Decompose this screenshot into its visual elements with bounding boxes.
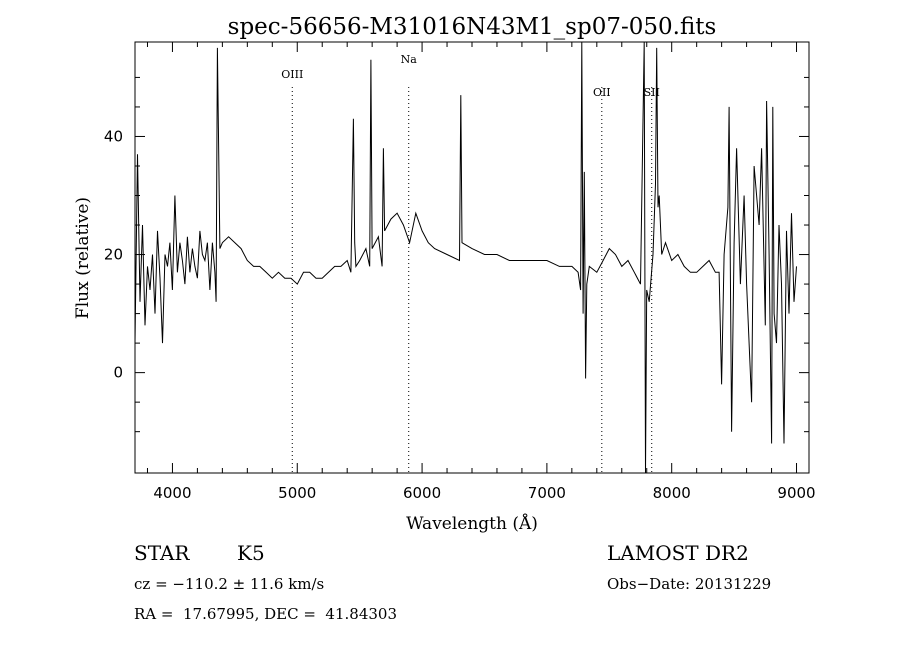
x-tick-label-9000: 9000 [777, 484, 815, 502]
x-axis-label: Wavelength (Å) [406, 513, 538, 534]
y-tick-label-0: 0 [113, 364, 123, 382]
survey-name: LAMOST DR2 [607, 541, 749, 565]
observation-date: Obs−Date: 20131229 [607, 575, 772, 593]
x-tick-label-8000: 8000 [653, 484, 691, 502]
y-tick-label-20: 20 [104, 246, 123, 264]
y-tick-label-40: 40 [104, 127, 123, 145]
line-label-na: Na [401, 53, 418, 66]
axes: 4000 5000 6000 7000 8000 9000 0 20 40 [104, 42, 816, 502]
x-tick-label-5000: 5000 [278, 484, 316, 502]
x-tick-label-4000: 4000 [153, 484, 191, 502]
object-class: STAR [134, 541, 190, 565]
redshift-velocity: cz = −110.2 ± 11.6 km/s [134, 575, 325, 593]
spectrum-line-0 [134, 41, 797, 474]
x-tick-label-6000: 6000 [403, 484, 441, 502]
sky-coordinates: RA = 17.67995, DEC = 41.84303 [134, 605, 398, 623]
chart-title: spec-56656-M31016N43M1_sp07-050.fits [228, 14, 717, 40]
line-label-oii: OII [593, 86, 611, 99]
plot-frame [134, 41, 810, 474]
y-axis-label: Flux (relative) [73, 197, 93, 319]
x-tick-label-7000: 7000 [528, 484, 566, 502]
object-subclass: K5 [237, 541, 265, 565]
line-label-oiii: OIII [281, 68, 303, 81]
